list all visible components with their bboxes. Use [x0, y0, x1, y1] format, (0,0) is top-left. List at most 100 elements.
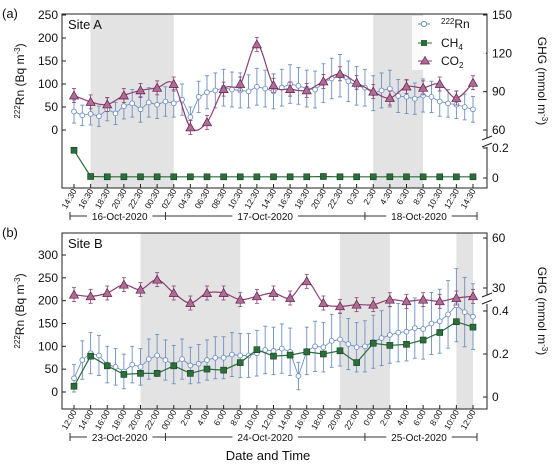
axis-break	[481, 135, 493, 148]
x-axis-tick-label: 14:30	[458, 187, 477, 211]
x-axis-tick-label: 04:30	[176, 187, 195, 211]
ch4-point	[253, 173, 261, 181]
rn-point	[71, 375, 77, 382]
rn-point	[387, 85, 393, 92]
co2-point	[102, 287, 113, 297]
ch4-point	[353, 173, 360, 181]
date-bar: 16-Oct-2020 17-Oct-2020 18-Oct-2020	[69, 210, 478, 223]
plot-frame	[61, 13, 488, 189]
rn-point	[378, 87, 385, 94]
rn-axis-tick-label: 250	[38, 271, 58, 285]
ch4-point	[403, 173, 410, 181]
series-co2	[68, 272, 479, 314]
rn-axis-tick-label: 150	[38, 54, 58, 68]
rn-point	[129, 361, 136, 368]
co2-point	[68, 90, 80, 100]
rn-axis-tick-label: 200	[38, 31, 58, 45]
x-axis-tick-label: 22:30	[325, 187, 344, 211]
ch4-point	[87, 352, 94, 360]
ch4-point	[70, 382, 78, 390]
ch4-point	[220, 366, 227, 374]
co2-point	[451, 92, 462, 102]
ch4-point	[303, 348, 311, 356]
ch4-point	[453, 318, 460, 326]
ch4-point	[187, 173, 194, 181]
rn-point	[220, 354, 227, 361]
legend-co2-marker	[419, 55, 431, 65]
co2-point	[251, 39, 262, 49]
x-axis-tick-label: 18:30	[93, 187, 112, 211]
rn-point	[470, 106, 476, 113]
rn-point	[328, 338, 335, 344]
ch4-point	[153, 173, 161, 181]
ch4-point	[336, 347, 344, 355]
rn-point	[229, 86, 235, 93]
ch4-point	[436, 329, 444, 336]
x-axis-tick-label: 12:30	[442, 187, 461, 211]
panel-label: (a)	[2, 6, 18, 21]
rn-point	[145, 356, 152, 362]
co2-point	[135, 284, 146, 294]
x-axis-tick-label: 10:30	[425, 187, 444, 211]
co2-point	[467, 291, 479, 301]
co2-point	[368, 86, 379, 96]
rn-point	[461, 309, 468, 315]
co2-point	[301, 85, 312, 95]
rn-point	[387, 332, 393, 338]
legend-co2-label: CO2	[441, 54, 464, 70]
rn-point	[411, 95, 418, 102]
ch4-point	[419, 173, 427, 181]
x-axis-tick-label: 06:30	[192, 187, 211, 211]
ghg-axis-tick-label: 90	[492, 85, 506, 99]
rn-axis-tick-label: 250	[38, 8, 58, 22]
x-axis-tick-label: 16:30	[76, 187, 95, 211]
x-axis-tick-label: 10:00	[242, 408, 261, 432]
rn-point	[162, 357, 169, 363]
rn-point	[270, 348, 277, 354]
ghg-axis-title: GHG (mmol m-3)	[535, 267, 549, 355]
ch4-point	[386, 173, 394, 181]
x-axis-tick-label: 18:30	[292, 187, 311, 211]
rn-point	[262, 85, 269, 92]
ghg-axis-tick-label: 150	[492, 8, 512, 22]
legend-rn-label: 222Rn	[441, 17, 470, 31]
x-axis-tick-label: 4:00	[195, 408, 212, 428]
axis-break	[481, 292, 493, 305]
rn-point	[154, 101, 160, 108]
plot-frame	[61, 232, 488, 410]
rn-point	[428, 94, 435, 100]
rn-point	[420, 326, 426, 332]
co2-point	[201, 117, 213, 127]
rn-point	[170, 100, 177, 107]
rn-point	[320, 344, 327, 351]
x-axis-title: Date and Time	[226, 448, 311, 463]
co2-point	[85, 96, 96, 106]
rn-point	[79, 357, 86, 363]
rn-point	[461, 104, 468, 110]
ch4-point	[87, 173, 94, 180]
ch4-point	[137, 370, 144, 377]
co2-point	[85, 291, 96, 301]
x-axis-tick-label: 0:00	[361, 408, 378, 428]
rn-point	[395, 93, 402, 99]
rn-point	[245, 88, 252, 95]
ch4-point	[469, 323, 477, 331]
co2-point	[168, 78, 179, 88]
x-axis-tick-label: 0:30	[344, 187, 361, 207]
x-axis-tick-label: 2:00	[178, 408, 195, 428]
x-axis-tick-label: 18:00	[109, 408, 128, 432]
ghg-axis-tick-label: 30	[492, 281, 506, 295]
rn-point	[237, 352, 244, 359]
rn-point	[445, 100, 451, 107]
x-axis-tick-label: 20:00	[126, 408, 145, 432]
ch4-point	[253, 346, 261, 354]
ch4-point	[220, 173, 227, 181]
ch4-point	[120, 173, 128, 181]
co2-point	[368, 299, 379, 309]
rn-point	[179, 356, 185, 362]
date-label: 25-Oct-2020	[391, 433, 447, 444]
rn-axis-tick-label: 200	[38, 294, 58, 308]
ch4-point	[369, 173, 377, 181]
co2-point	[218, 83, 229, 93]
x-axis-tick-label: 22:00	[143, 408, 162, 432]
